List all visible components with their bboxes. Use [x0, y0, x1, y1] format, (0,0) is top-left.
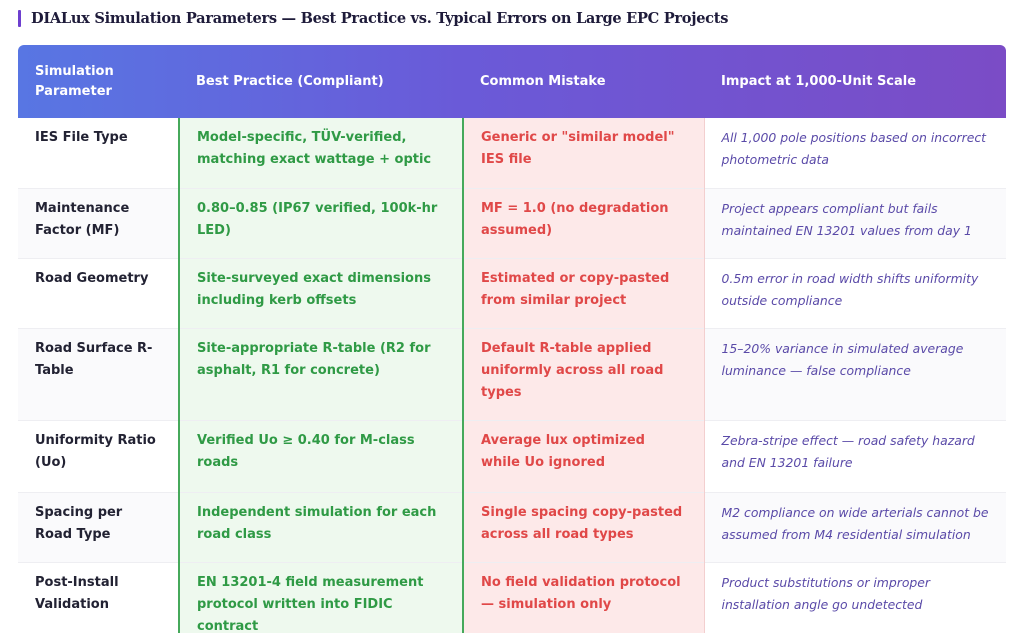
cell-impact: 0.5m error in road width shifts uniformi… [704, 258, 1006, 328]
cell-parameter: Spacing per Road Type [18, 492, 179, 562]
cell-parameter: Maintenance Factor (MF) [18, 188, 179, 258]
cell-best-practice: Site-appropriate R-table (R2 for asphalt… [178, 328, 464, 420]
page-title: DIALux Simulation Parameters — Best Prac… [31, 9, 729, 27]
cell-impact: Product substitutions or improper instal… [704, 562, 1006, 633]
cell-impact: M2 compliance on wide arterials cannot b… [704, 492, 1006, 562]
cell-common-mistake: Single spacing copy-pasted across all ro… [463, 492, 705, 562]
cell-impact: Project appears compliant but fails main… [704, 188, 1006, 258]
title-accent-bar [18, 9, 21, 27]
cell-impact: All 1,000 pole positions based on incorr… [704, 118, 1006, 188]
header-parameter: Simulation Parameter [35, 63, 114, 99]
table-row: Maintenance Factor (MF) 0.80–0.85 (IP67 … [18, 188, 1006, 258]
cell-common-mistake: Average lux optimized while Uo ignored [463, 420, 705, 492]
cell-common-mistake: Default R-table applied uniformly across… [463, 328, 705, 420]
cell-best-practice: Verified Uo ≥ 0.40 for M-class roads [178, 420, 464, 492]
cell-common-mistake: Generic or "similar model" IES file [463, 118, 705, 188]
cell-parameter: Uniformity Ratio (Uo) [18, 420, 179, 492]
comparison-table-container: Simulation Parameter Best Practice (Comp… [18, 45, 1006, 633]
header-common-mistake: Common Mistake [480, 73, 606, 89]
cell-common-mistake: No field validation protocol — simulatio… [463, 562, 705, 633]
page-header: DIALux Simulation Parameters — Best Prac… [18, 8, 728, 28]
cell-parameter: Road Geometry [18, 258, 179, 328]
cell-best-practice: Independent simulation for each road cla… [178, 492, 464, 562]
table-row: Post-Install Validation EN 13201-4 field… [18, 562, 1006, 633]
cell-best-practice: Site-surveyed exact dimensions including… [178, 258, 464, 328]
cell-impact: Zebra-stripe effect — road safety hazard… [704, 420, 1006, 492]
cell-parameter: Post-Install Validation [18, 562, 179, 633]
cell-common-mistake: Estimated or copy-pasted from similar pr… [463, 258, 705, 328]
table-row: Road Surface R-Table Site-appropriate R-… [18, 328, 1006, 420]
comparison-table: Simulation Parameter Best Practice (Comp… [18, 45, 1006, 633]
cell-parameter: Road Surface R-Table [18, 328, 179, 420]
cell-best-practice: 0.80–0.85 (IP67 verified, 100k-hr LED) [178, 188, 464, 258]
table-row: IES File Type Model-specific, TÜV-verifi… [18, 118, 1006, 188]
table-row: Uniformity Ratio (Uo) Verified Uo ≥ 0.40… [18, 420, 1006, 492]
cell-parameter: IES File Type [18, 118, 179, 188]
table-row: Road Geometry Site-surveyed exact dimens… [18, 258, 1006, 328]
cell-impact: 15–20% variance in simulated average lum… [704, 328, 1006, 420]
cell-best-practice: EN 13201-4 field measurement protocol wr… [178, 562, 464, 633]
cell-best-practice: Model-specific, TÜV-verified, matching e… [178, 118, 464, 188]
table-row: Spacing per Road Type Independent simula… [18, 492, 1006, 562]
cell-common-mistake: MF = 1.0 (no degradation assumed) [463, 188, 705, 258]
table-header-row: Simulation Parameter Best Practice (Comp… [18, 45, 1006, 118]
header-impact: Impact at 1,000-Unit Scale [721, 73, 917, 89]
header-best-practice: Best Practice (Compliant) [196, 73, 384, 89]
